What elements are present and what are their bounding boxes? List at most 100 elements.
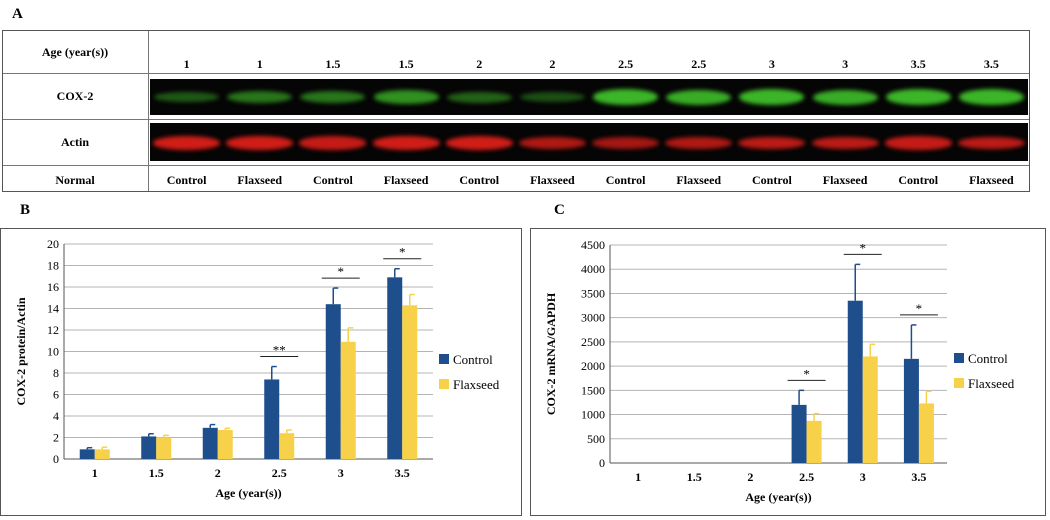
lane-condition-label: Control: [898, 173, 939, 187]
cox2-band: [154, 91, 220, 103]
bar-control: [847, 300, 863, 463]
y-tick-label: 4000: [581, 262, 605, 276]
row-label-cox2: COX-2: [56, 89, 94, 103]
bar-control: [202, 427, 218, 459]
x-tick-label: 2: [747, 470, 753, 484]
cox2-band: [666, 89, 732, 105]
cox2-band: [885, 89, 951, 105]
bar-control: [79, 449, 95, 459]
y-tick-label: 6: [53, 388, 59, 402]
actin-band: [811, 136, 879, 150]
y-tick-label: 2500: [581, 335, 605, 349]
table-divider: [3, 119, 1029, 120]
chart-b-frame: 0 2 4 6 8 10 12 14 16 18 20 1 1.5 2 2.5 ** 3 * 3.5 * Age (ye…: [0, 228, 522, 516]
legend-swatch-flaxseed: [954, 378, 964, 388]
y-tick-label: 12: [47, 323, 59, 337]
lane-age-label: 1.5: [325, 57, 341, 71]
x-tick-label: 3: [860, 470, 866, 484]
panel-a-letter: A: [12, 6, 23, 22]
y-tick-label: 3500: [581, 286, 605, 300]
row-label-age: Age (year(s)): [41, 45, 109, 59]
y-tick-label: 16: [47, 280, 59, 294]
actin-band: [592, 136, 660, 150]
lane-age-label: 2.5: [618, 57, 634, 71]
x-tick-label: 3.5: [911, 470, 926, 484]
legend-label: Control: [453, 352, 493, 367]
x-tick-label: 2.5: [799, 470, 814, 484]
table-divider: [3, 73, 1029, 74]
cox2-band: [739, 89, 805, 105]
y-tick-label: 14: [47, 302, 59, 316]
bar-flaxseed: [156, 437, 172, 459]
legend-swatch-control: [954, 353, 964, 363]
y-tick-label: 2: [53, 431, 59, 445]
lane-condition-label: Flaxseed: [383, 173, 429, 187]
bar-control: [325, 304, 341, 459]
actin-band: [153, 136, 221, 150]
y-tick-label: 2000: [581, 359, 605, 373]
actin-band: [738, 136, 806, 150]
actin-band: [226, 136, 294, 150]
significance-marker: *: [916, 301, 923, 316]
y-tick-label: 8: [53, 366, 59, 380]
western-blot-table: Age (year(s)) COX-2 Actin Normal 1 Contro…: [2, 30, 1030, 192]
x-axis-title: Age (year(s)): [745, 490, 811, 504]
cox2-band: [300, 91, 366, 103]
lane-age-label: 2.5: [691, 57, 707, 71]
lane-age-label: 3.5: [983, 57, 999, 71]
cox2-band: [519, 92, 585, 102]
x-tick-label: 1.5: [149, 466, 164, 480]
bar-flaxseed: [806, 420, 822, 463]
row-label-actin: Actin: [61, 135, 89, 149]
actin-band: [445, 136, 513, 150]
actin-band: [518, 136, 586, 150]
lane-age-label: 3.5: [910, 57, 926, 71]
lane-age-label: 3: [768, 57, 775, 71]
lane-condition-label: Control: [752, 173, 792, 187]
table-divider: [3, 165, 1029, 166]
bar-control: [141, 436, 157, 459]
cox2-band: [958, 89, 1024, 105]
lane-age-label: 3: [842, 57, 849, 71]
lane-condition-label: Flaxseed: [822, 173, 868, 187]
legend-swatch-flaxseed: [439, 379, 449, 389]
panel-c-letter: C: [554, 202, 565, 218]
lane-age-label: 2: [549, 57, 556, 71]
bar-flaxseed: [217, 429, 233, 459]
lane-condition-label: Flaxseed: [530, 173, 575, 187]
bar-control: [387, 277, 403, 459]
significance-marker: *: [803, 366, 810, 381]
bar-flaxseed: [862, 356, 878, 463]
x-tick-label: 2.5: [272, 466, 287, 480]
lane-age-label: 1: [183, 57, 190, 71]
row-label-normal: Normal: [55, 173, 95, 187]
cox2-blot-image: [150, 79, 1028, 115]
actin-blot-image: [150, 123, 1028, 161]
lane-condition-label: Control: [166, 173, 207, 187]
bar-flaxseed: [918, 403, 934, 463]
panel-b-letter: B: [20, 202, 31, 218]
lane-condition-label: Control: [313, 173, 353, 187]
y-axis-title: COX-2 mRNA/GAPDH: [544, 292, 558, 415]
cox2-band: [373, 90, 439, 104]
bar-flaxseed: [94, 449, 110, 459]
bar-control: [903, 358, 919, 463]
x-tick-label: 1: [92, 466, 98, 480]
cox2-band: [446, 91, 512, 103]
x-axis-title: Age (year(s)): [215, 486, 281, 500]
y-tick-label: 0: [599, 456, 605, 470]
lane-age-label: 1: [256, 57, 263, 71]
bar-control: [791, 404, 807, 463]
legend-swatch-control: [439, 354, 449, 364]
lane-age-label: 2: [476, 57, 483, 71]
cox2-mrna-chart: 0 500 1000 1500 2000 2500 3000 3500 4000 4500 1 1.5…: [544, 238, 1015, 504]
lane-condition-label: Control: [605, 173, 646, 187]
bar-flaxseed: [340, 341, 356, 459]
x-tick-label: 3: [338, 466, 344, 480]
y-tick-label: 4500: [581, 238, 605, 252]
cox2-protein-chart: 0 2 4 6 8 10 12 14 16 18 20 1 1.5 2 2.5 ** 3 * 3.5 * Age (ye…: [14, 237, 500, 500]
cox2-band: [593, 89, 659, 105]
actin-band: [665, 136, 733, 150]
y-tick-label: 500: [587, 432, 605, 446]
bar-control: [264, 379, 280, 459]
